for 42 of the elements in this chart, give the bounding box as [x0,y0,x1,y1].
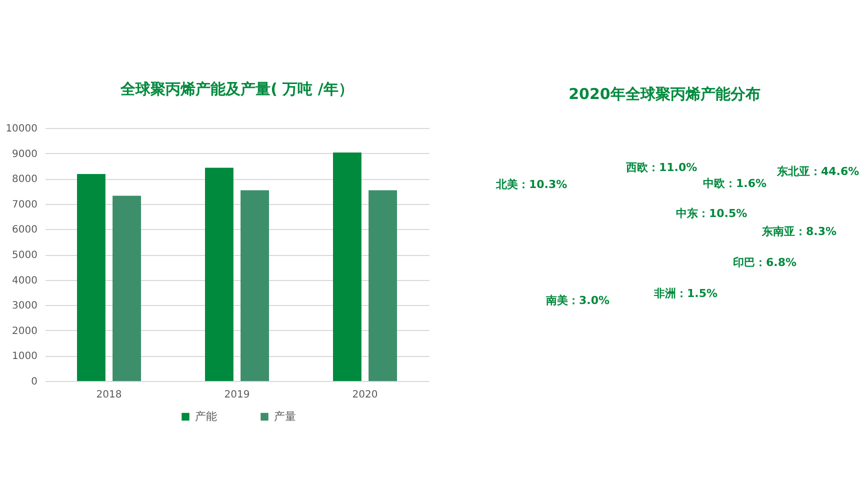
data-label: ：11.0% [648,161,698,174]
bar [240,190,269,381]
category-label: 北美 [495,178,518,191]
category-label: 中欧 [703,177,726,190]
y-tick-label: 8000 [12,174,38,186]
y-tick-label: 4000 [12,275,38,286]
data-label: ：3.0% [568,294,610,307]
y-tick-label: 7000 [12,199,38,210]
x-tick-label: 2019 [224,390,250,400]
category-label: 西欧 [625,161,649,174]
bar [112,196,141,381]
x-tick-label: 2018 [96,390,122,400]
y-tick-label: 3000 [12,300,38,312]
category-label: 印巴 [733,256,755,269]
category-label: 东南亚 [761,225,795,238]
bar [77,174,106,381]
data-label: ：1.6% [725,177,767,190]
y-tick-label: 0 [31,376,38,388]
y-tick-label: 9000 [12,148,38,160]
data-label: ：10.5% [698,207,748,220]
y-tick-label: 1000 [12,351,38,362]
y-tick-label: 6000 [12,224,38,236]
text: 2020年全球聚丙烯产能分布 [568,85,760,103]
data-label: ：44.6% [810,165,860,178]
bar [368,190,397,381]
data-label: ：10.3% [518,178,568,191]
x-tick-label: 2020 [352,390,378,400]
chart-title: 全球聚丙烯产能及产量( 万吨 /年） [120,80,354,98]
legend-label: 产能 [195,410,217,423]
data-label: ：8.3% [795,225,837,238]
y-tick-label: 10000 [6,124,38,134]
y-tick-label: 2000 [12,326,38,337]
bar [333,152,362,381]
category-label: 东北亚 [776,165,810,178]
category-label: 中东 [676,207,698,220]
y-tick-label: 5000 [12,250,38,261]
bar [205,168,234,381]
category-label: 南美 [545,294,568,307]
data-label: ：1.5% [676,287,718,300]
data-label: ：6.8% [755,256,797,269]
legend-label: 产量 [274,410,296,423]
category-label: 非洲 [653,287,676,300]
